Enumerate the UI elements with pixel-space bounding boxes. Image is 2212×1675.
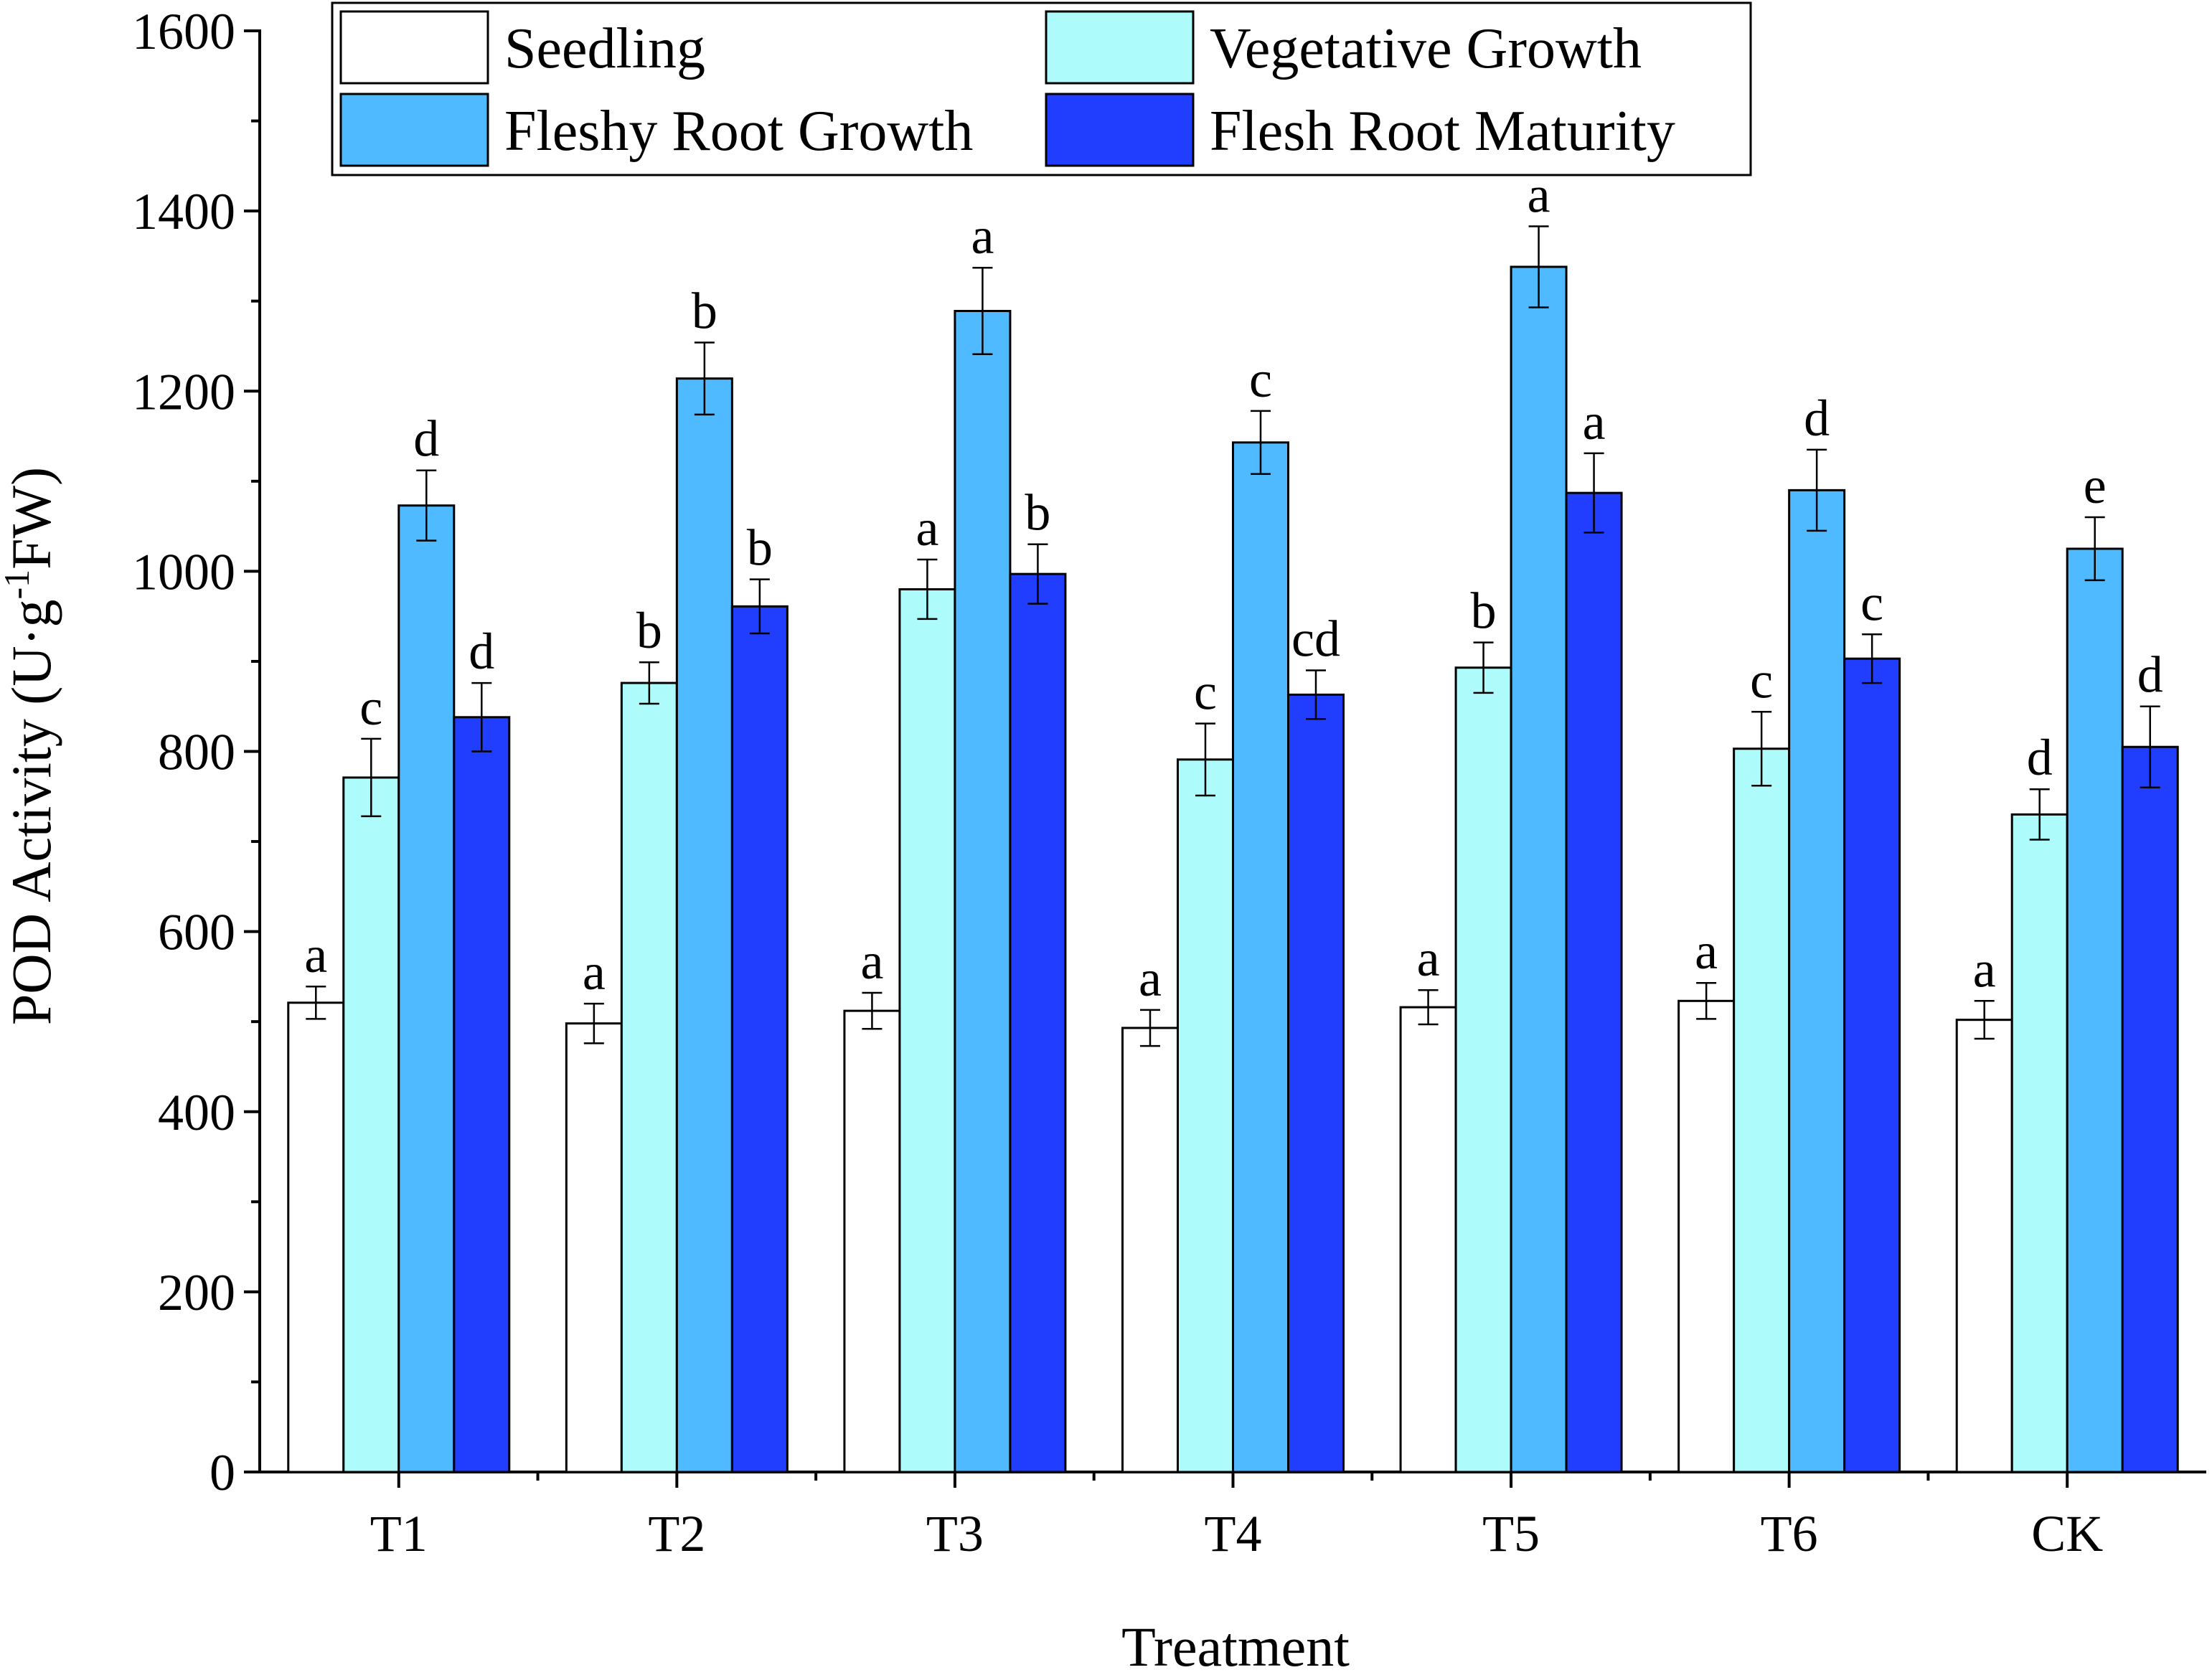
x-tick-label: T3 <box>926 1505 984 1562</box>
significance-letter: d <box>2137 646 2163 704</box>
bar-seedling <box>287 1001 345 1473</box>
significance-letter: c <box>1194 664 1217 721</box>
bar-seedling <box>1955 1019 2013 1473</box>
y-tick-label: 200 <box>158 1264 235 1321</box>
y-tick-label: 400 <box>158 1084 235 1141</box>
bar-vegetative-growth <box>898 588 956 1473</box>
bar-seedling <box>1399 1006 1457 1473</box>
bar-fleshy-root-growth <box>1510 265 1568 1473</box>
bar-vegetative-growth <box>2010 813 2069 1473</box>
x-tick-label: T1 <box>370 1505 428 1562</box>
y-tick-label: 0 <box>210 1444 235 1501</box>
bar-seedling <box>843 1009 901 1473</box>
significance-letter: c <box>1750 651 1773 709</box>
significance-letter: b <box>636 602 662 659</box>
bar-fleshy-root-growth <box>1232 441 1289 1473</box>
y-axis-title-tail: FW) <box>0 467 62 570</box>
bar-vegetative-growth <box>620 681 678 1473</box>
bar-fleshy-root-growth <box>2066 547 2124 1473</box>
significance-letter: b <box>692 282 717 339</box>
bar-flesh-root-maturity <box>1287 693 1345 1473</box>
significance-letter: b <box>747 519 773 577</box>
bar-flesh-root-maturity <box>1843 657 1901 1473</box>
legend-label: Fleshy Root Growth <box>504 100 973 163</box>
y-tick-label: 1200 <box>132 363 235 420</box>
significance-letter: d <box>1804 390 1830 447</box>
significance-letter: a <box>1417 930 1440 987</box>
significance-letter: a <box>860 933 883 990</box>
bar-fleshy-root-growth <box>397 504 456 1473</box>
x-tick-label: T6 <box>1761 1505 1818 1562</box>
bar-flesh-root-maturity <box>730 605 789 1473</box>
legend-label: Seedling <box>504 17 705 80</box>
significance-letter: d <box>469 623 494 680</box>
bar-fleshy-root-growth <box>954 309 1012 1473</box>
y-tick-label: 800 <box>158 724 235 781</box>
significance-letter: a <box>916 499 938 557</box>
bar-seedling <box>1121 1027 1179 1473</box>
legend-label: Vegetative Growth <box>1210 17 1642 80</box>
significance-letter: d <box>413 410 439 468</box>
significance-letter: a <box>304 926 327 983</box>
significance-letter: cd <box>1291 610 1340 667</box>
legend-frame <box>331 1 1752 176</box>
x-axis-title: Treatment <box>1121 1615 1350 1675</box>
y-axis-title-superscript: -1 <box>0 570 37 600</box>
significance-letter: c <box>359 679 382 736</box>
y-tick-label: 1400 <box>132 183 235 240</box>
legend: Seedling Vegetative Growth Fleshy Root Gro… <box>331 1 1752 176</box>
bar-flesh-root-maturity <box>453 716 511 1473</box>
significance-letter: a <box>1583 393 1606 450</box>
bar-flesh-root-maturity <box>2121 745 2179 1473</box>
significance-letter: a <box>1695 923 1718 980</box>
bar-flesh-root-maturity <box>1009 572 1067 1473</box>
bar-fleshy-root-growth <box>675 377 733 1473</box>
y-tick-label: 1600 <box>132 3 235 60</box>
significance-letter: c <box>1249 351 1272 408</box>
y-axis-title-main: POD Activity (U·g <box>0 599 62 1025</box>
bar-vegetative-growth <box>1177 758 1234 1473</box>
x-tick-label: T2 <box>648 1505 705 1562</box>
significance-letter: a <box>1973 940 1996 998</box>
x-tick-label: T5 <box>1482 1505 1540 1562</box>
x-tick-label: CK <box>2031 1505 2103 1562</box>
legend-swatch <box>1045 93 1195 167</box>
legend-swatch <box>339 93 489 167</box>
legend-label: Flesh Root Maturity <box>1210 100 1675 163</box>
significance-letter: b <box>1025 484 1050 542</box>
significance-letter: a <box>971 207 994 265</box>
significance-letter: b <box>1471 582 1497 640</box>
bar-flesh-root-maturity <box>1565 491 1623 1473</box>
significance-letter: e <box>2084 457 2107 514</box>
bar-seedling <box>565 1022 623 1473</box>
bar-seedling <box>1677 999 1736 1473</box>
significance-letter: a <box>1139 950 1162 1007</box>
legend-swatch <box>339 10 489 85</box>
bar-fleshy-root-growth <box>1788 489 1846 1473</box>
bar-vegetative-growth <box>1454 666 1512 1473</box>
x-tick-label: T4 <box>1205 1505 1262 1562</box>
y-axis-title: POD Activity (U·g-1FW) <box>0 467 62 1025</box>
significance-letter: a <box>583 943 606 1001</box>
significance-letter: c <box>1860 574 1883 631</box>
y-tick-label: 1000 <box>132 543 235 600</box>
bar-vegetative-growth <box>342 776 400 1473</box>
bar-vegetative-growth <box>1733 747 1791 1473</box>
legend-swatch <box>1045 10 1195 85</box>
axes: 0 200 400 600 800 1000 1200 1400 1600 T1 T2 T3 T4 T5 T… <box>132 3 2206 1562</box>
significance-letter: d <box>2027 729 2053 786</box>
y-tick-label: 600 <box>158 904 235 961</box>
